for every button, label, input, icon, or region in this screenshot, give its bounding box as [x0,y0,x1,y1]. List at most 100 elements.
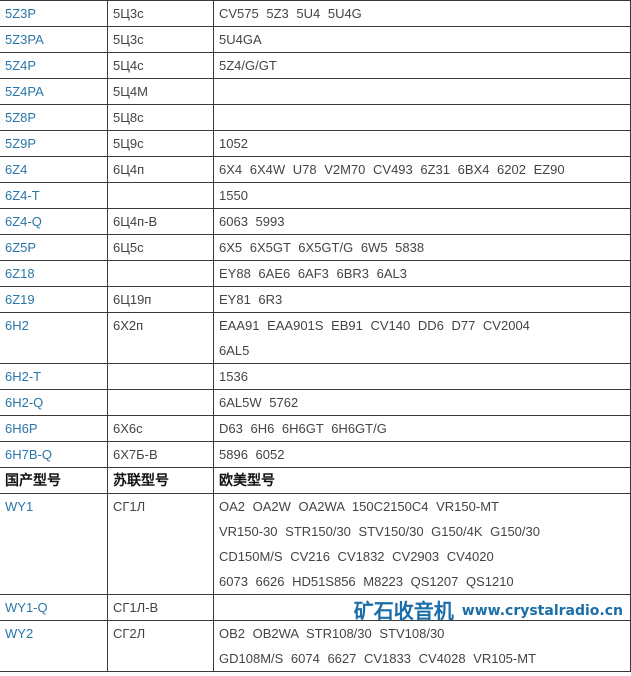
table-row: 6H2-Q 6AL5W 5762 [0,389,631,416]
western-model-line [219,105,630,130]
western-model-line: CV575 5Z3 5U4 5U4G [219,6,362,21]
western-model-line: 6X5 6X5GT 6X5GT/G 6W5 5838 [219,240,425,255]
table-row: 6Z4-T 1550 [0,182,631,209]
chinese-model-link[interactable]: 5Z3P [0,0,108,27]
soviet-model: 5Ц9с [107,130,214,157]
header-chinese-model: 国产型号 [0,467,108,494]
soviet-model: 5Ц8с [107,104,214,131]
table-row: 6Z19 6Ц19п EY81 6R3 [0,286,631,313]
soviet-model: 6Ц4п-В [107,208,214,235]
soviet-model: СГ1Л [107,493,214,595]
western-model-line: EY81 6R3 [219,292,283,307]
western-models: 5896 6052 [213,441,631,468]
watermark-url: www.crystalradio.cn [461,603,623,619]
western-model-line: 6073 6626 HD51S856 M8223 QS1207 QS1210 [219,574,514,589]
table-row: 6H7B-Q 6Х7Б-В 5896 6052 [0,441,631,468]
soviet-model: 5Ц3с [107,0,214,27]
western-model-line: 6AL5 [219,343,250,358]
table-row: 5Z9P 5Ц9с 1052 [0,130,631,157]
western-model-line: GD108M/S 6074 6627 CV1833 CV4028 VR105-M… [219,651,537,666]
western-models: CV575 5Z3 5U4 5U4G [213,0,631,27]
western-models: 5U4GA [213,26,631,53]
western-model-line: OB2 OB2WA STR108/30 STV108/30 [219,626,445,641]
western-models: 6063 5993 [213,208,631,235]
soviet-model: 5Ц4с [107,52,214,79]
soviet-model: 6Ц4п [107,156,214,183]
soviet-model: СГ1Л-В [107,594,214,621]
chinese-model-link[interactable]: 5Z8P [0,104,108,131]
western-models: 6X4 6X4W U78 V2M70 CV493 6Z31 6BX4 6202 … [213,156,631,183]
table-row: 5Z8P 5Ц8с [0,104,631,131]
table-row: 5Z4P 5Ц4с 5Z4/G/GT [0,52,631,79]
soviet-model [107,389,214,416]
soviet-model [107,182,214,209]
chinese-model-link[interactable]: 6Z19 [0,286,108,313]
western-model-line: 5U4GA [219,32,262,47]
western-model-line [219,79,630,104]
western-models: OB2 OB2WA STR108/30 STV108/30 GD108M/S 60… [213,620,631,672]
western-model-line: 5Z4/G/GT [219,58,277,73]
chinese-model-link[interactable]: 6H6P [0,415,108,442]
chinese-model-link[interactable]: 6Z4-T [0,182,108,209]
western-models: 1550 [213,182,631,209]
western-model-line: 1550 [219,188,248,203]
table-row: 5Z3P 5Ц3с CV575 5Z3 5U4 5U4G [0,0,631,27]
table-row: 5Z4PA 5Ц4М [0,78,631,105]
soviet-model: 5Ц4М [107,78,214,105]
western-models: 1536 [213,363,631,390]
table-row: 6Z5P 6Ц5с 6X5 6X5GT 6X5GT/G 6W5 5838 [0,234,631,261]
western-model-line: EAA91 EAA901S EB91 CV140 DD6 D77 CV2004 [219,318,530,333]
western-models: 5Z4/G/GT [213,52,631,79]
western-models: EY81 6R3 [213,286,631,313]
chinese-model-link[interactable]: 6Z18 [0,260,108,287]
header-western-model: 欧美型号 [213,467,631,494]
table-row: 6H6P 6Х6с D63 6H6 6H6GT 6H6GT/G [0,415,631,442]
western-model-line: 1052 [219,136,248,151]
western-model-line: 6X4 6X4W U78 V2M70 CV493 6Z31 6BX4 6202 … [219,162,565,177]
chinese-model-link[interactable]: 6H2-T [0,363,108,390]
table-row: WY1 СГ1Л OA2 OA2W OA2WA 150C2150C4 VR150-M… [0,493,631,595]
chinese-model-link[interactable]: 6H2-Q [0,389,108,416]
soviet-model: 6Х6с [107,415,214,442]
western-model-line: OA2 OA2W OA2WA 150C2150C4 VR150-MT [219,499,499,514]
table-body: 5Z3P 5Ц3с CV575 5Z3 5U4 5U4G 5Z3PA 5Ц3с 5U4GA… [0,0,631,468]
table-row: 6H2 6Х2п EAA91 EAA901S EB91 CV140 DD6 D77 … [0,312,631,364]
western-models: OA2 OA2W OA2WA 150C2150C4 VR150-MT VR150-… [213,493,631,595]
chinese-model-link[interactable]: 5Z4P [0,52,108,79]
western-model-line: CD150M/S CV216 CV1832 CV2903 CV4020 [219,549,494,564]
table-row: 6Z18 EY88 6AE6 6AF3 6BR3 6AL3 [0,260,631,287]
western-model-line: 6063 5993 [219,214,285,229]
soviet-model: 6Х7Б-В [107,441,214,468]
western-model-line: 6AL5W 5762 [219,395,299,410]
soviet-model: 6Х2п [107,312,214,364]
western-model-line: 5896 6052 [219,447,285,462]
chinese-model-link[interactable]: WY2 [0,620,108,672]
chinese-model-link[interactable]: 6Z5P [0,234,108,261]
chinese-model-link[interactable]: 6H7B-Q [0,441,108,468]
table-header-row: 国产型号 苏联型号 欧美型号 [0,467,631,494]
soviet-model [107,363,214,390]
soviet-model: 6Ц19п [107,286,214,313]
table-row: 6Z4 6Ц4п 6X4 6X4W U78 V2M70 CV493 6Z31 6BX… [0,156,631,183]
chinese-model-link[interactable]: 6Z4-Q [0,208,108,235]
western-models [213,78,631,105]
western-models: 1052 [213,130,631,157]
watermark-logo: 矿石收音机 www.crystalradio.cn [354,599,623,623]
western-model-line: EY88 6AE6 6AF3 6BR3 6AL3 [219,266,408,281]
chinese-model-link[interactable]: 6H2 [0,312,108,364]
western-models [213,104,631,131]
chinese-model-link[interactable]: WY1-Q [0,594,108,621]
table-row: 6H2-T 1536 [0,363,631,390]
chinese-model-link[interactable]: 6Z4 [0,156,108,183]
western-model-line: 1536 [219,369,248,384]
soviet-model [107,260,214,287]
table-body: WY1 СГ1Л OA2 OA2W OA2WA 150C2150C4 VR150-M… [0,493,631,672]
table-row: WY2 СГ2Л OB2 OB2WA STR108/30 STV108/30 GD10… [0,620,631,672]
chinese-model-link[interactable]: 5Z4PA [0,78,108,105]
chinese-model-link[interactable]: WY1 [0,493,108,595]
chinese-model-link[interactable]: 5Z9P [0,130,108,157]
soviet-model: СГ2Л [107,620,214,672]
chinese-model-link[interactable]: 5Z3PA [0,26,108,53]
header-soviet-model: 苏联型号 [107,467,214,494]
